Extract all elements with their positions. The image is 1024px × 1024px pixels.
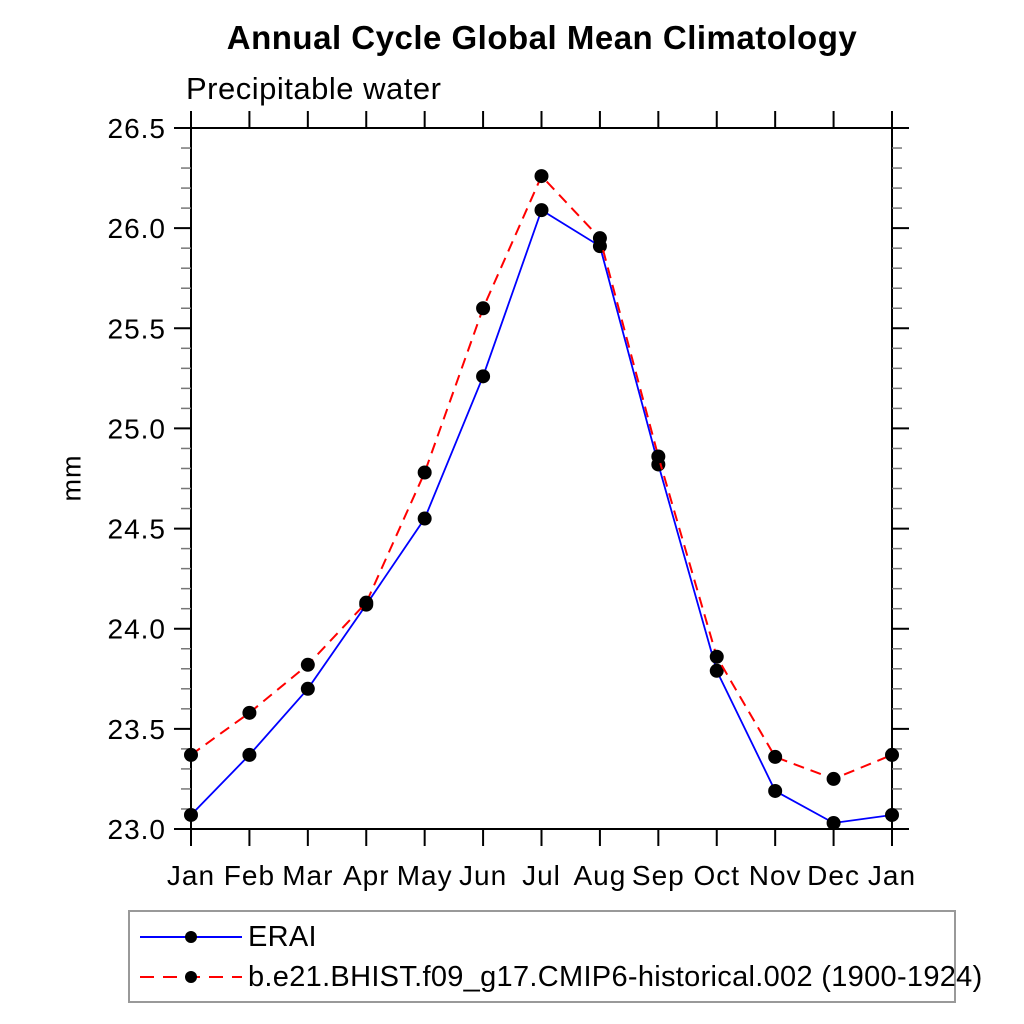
series-1-point-Sep: [651, 449, 666, 464]
series-0-point-Oct: [709, 663, 724, 678]
legend-marker-dot: [185, 971, 197, 983]
series-1-point-Jan: [885, 747, 899, 762]
y-axis-tick-label: 25.5: [108, 313, 167, 344]
series-1-point-Feb: [242, 705, 257, 720]
y-axis-tick-label: 25.0: [108, 413, 167, 444]
legend-label-erai: ERAI: [248, 920, 317, 953]
x-axis-tick-label: Apr: [343, 860, 390, 891]
x-axis-tick-label: Dec: [807, 860, 860, 891]
x-axis-tick-label: Aug: [574, 860, 627, 891]
series-0-point-Jan: [184, 807, 198, 822]
series-1-point-Mar: [300, 657, 315, 672]
series-1-point-Jan: [184, 747, 198, 762]
series-1-point-May: [417, 465, 432, 480]
series-0-point-Jul: [534, 203, 549, 218]
x-axis-tick-label: Nov: [749, 860, 802, 891]
series-0-point-Jun: [476, 369, 491, 384]
legend-marker-dot: [185, 931, 197, 943]
y-axis-tick-label: 26.0: [108, 213, 167, 244]
y-axis-tick-label: 23.0: [108, 814, 167, 845]
series-line-0: [190, 208, 893, 824]
series-0-point-Nov: [768, 783, 783, 798]
plot-frame: [190, 127, 893, 830]
series-1-point-Nov: [768, 749, 783, 764]
series-1-point-Aug: [592, 231, 607, 246]
series-0-point-May: [417, 511, 432, 526]
y-axis-tick-label: 23.5: [108, 714, 167, 745]
y-axis-tick-label: 24.0: [108, 614, 167, 645]
legend-entry-erai: ERAI: [136, 920, 317, 954]
series-0-point-Jan: [885, 807, 899, 822]
legend-box: ERAI b.e21.BHIST.f09_g17.CMIP6-historica…: [128, 910, 982, 1003]
series-1-point-Jul: [534, 169, 549, 184]
y-axis-tick-label: 26.5: [108, 113, 167, 144]
legend-sample-model: [140, 971, 242, 983]
x-axis-tick-label: Feb: [224, 860, 275, 891]
x-axis-tick-label: Jan: [167, 860, 215, 891]
series-1-point-Dec: [826, 771, 841, 786]
y-axis-tick-label: 24.5: [108, 514, 167, 545]
x-axis-tick-label: Jun: [459, 860, 507, 891]
x-axis-tick-label: Mar: [282, 860, 333, 891]
series-1-point-Oct: [709, 649, 724, 664]
legend-label-model: b.e21.BHIST.f09_g17.CMIP6-historical.002…: [248, 960, 983, 993]
series-line-1: [190, 174, 893, 781]
series-0-point-Feb: [242, 747, 257, 762]
x-axis-tick-label: Oct: [693, 860, 740, 891]
series-1-point-Jun: [476, 301, 491, 316]
series-0-point-Dec: [826, 815, 841, 830]
chart-subtitle: Precipitable water: [186, 71, 442, 106]
x-axis-tick-label: May: [397, 860, 453, 891]
x-axis-tick-label: Sep: [632, 860, 685, 891]
x-axis-tick-label: Jul: [522, 860, 561, 891]
legend-entry-model: b.e21.BHIST.f09_g17.CMIP6-historical.002…: [136, 960, 983, 994]
series-0-point-Mar: [300, 681, 315, 696]
series-1-point-Apr: [359, 595, 374, 610]
chart-title: Annual Cycle Global Mean Climatology: [226, 19, 858, 56]
x-axis-tick-label: Jan: [868, 860, 916, 891]
legend-sample-erai: [140, 931, 242, 943]
